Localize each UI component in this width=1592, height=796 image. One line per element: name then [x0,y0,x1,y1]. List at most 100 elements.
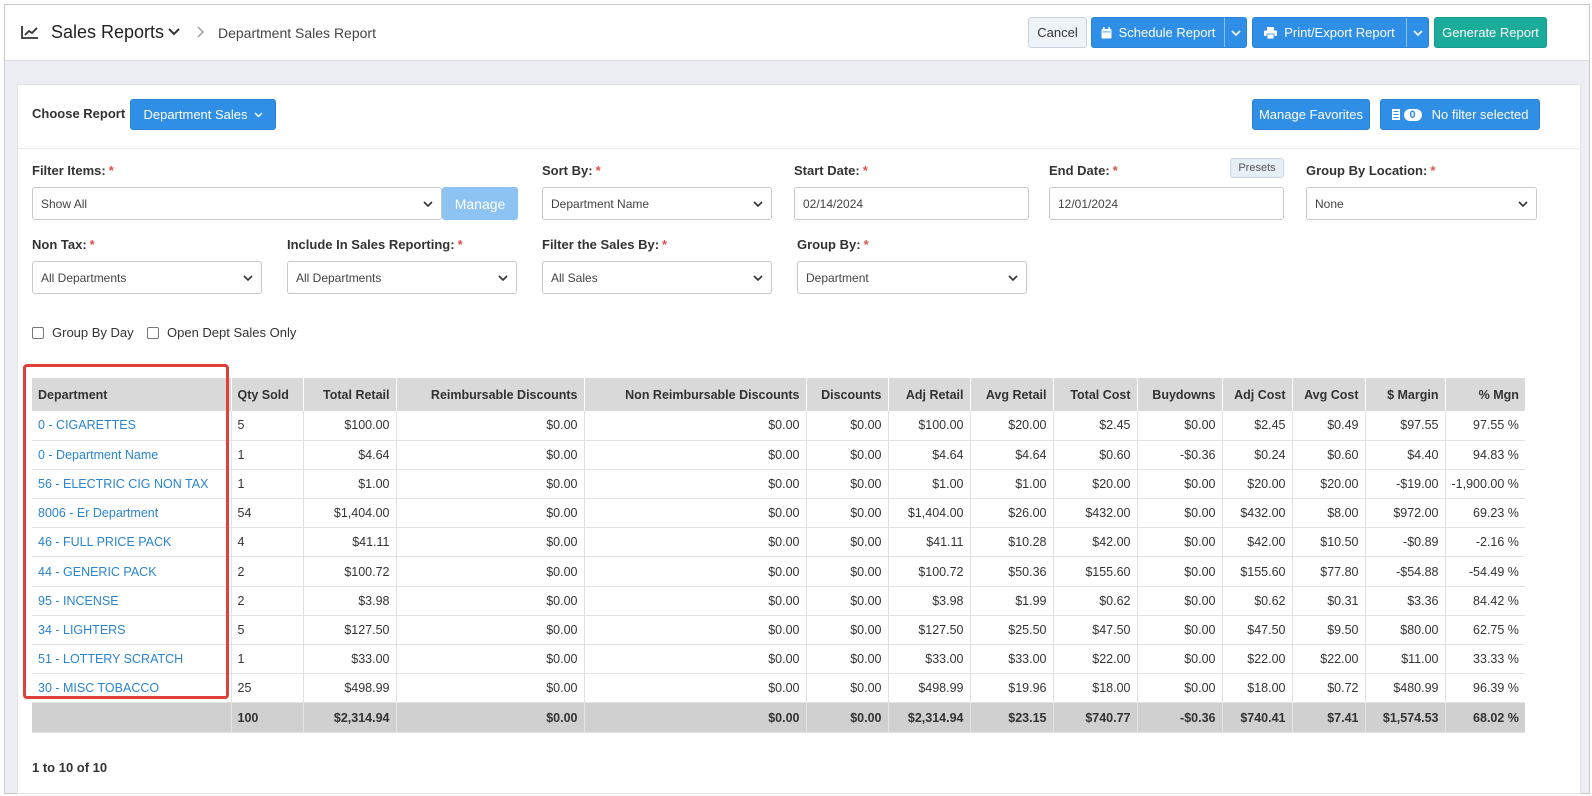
table-cell: $22.00 [1221,644,1292,675]
column-header[interactable]: Adj Cost [1221,378,1292,411]
checkbox-box[interactable] [32,326,44,339]
column-header[interactable]: % Mgn [1444,378,1525,411]
group-by-location-select[interactable]: None [1306,187,1537,220]
table-cell: $1.00 [887,469,970,500]
report-type-dropdown[interactable]: Department Sales [130,99,276,130]
table-cell: 2 [230,586,303,616]
chevron-right-icon [197,26,204,38]
sort-by-value: Department Name [551,196,650,211]
start-date-label: Start Date: * [794,163,868,178]
open-dept-only-checkbox[interactable]: Open Dept Sales Only [147,325,296,340]
table-cell: -$0.36 [1136,440,1222,470]
table-cell: $1,404.00 [302,498,396,529]
department-link[interactable]: 44 - GENERIC PACK [32,556,231,587]
department-sales-table: Department Qty Sold Total Retail Reimbur… [32,378,1525,734]
column-header[interactable]: Non Reimbursable Discounts [583,378,806,411]
sort-by-select[interactable]: Department Name [542,187,772,220]
department-link[interactable]: 30 - MISC TOBACCO [32,673,231,704]
department-link[interactable]: 0 - CIGARETTES [32,411,231,441]
cancel-button-label: Cancel [1037,25,1078,40]
table-cell: $3.36 [1364,586,1445,616]
group-by-value: Department [806,270,869,285]
table-cell: $0.00 [583,469,806,500]
generate-report-label: Generate Report [1442,25,1539,40]
filter-status-button[interactable]: 0 No filter selected [1380,99,1540,130]
department-link[interactable]: 51 - LOTTERY SCRATCH [32,644,231,675]
column-header[interactable]: Qty Sold [230,378,303,411]
presets-button[interactable]: Presets [1230,158,1284,178]
department-link[interactable]: 0 - Department Name [32,440,231,470]
chevron-down-icon [1518,201,1528,208]
column-header[interactable]: Total Retail [302,378,396,411]
report-panel: Choose Report Department Sales Manage Fa… [17,84,1581,794]
table-cell: $0.00 [395,556,584,587]
table-cell: $0.00 [583,440,806,470]
table-cell: $100.00 [887,411,970,441]
column-header[interactable]: Total Cost [1052,378,1137,411]
total-cell: $0.00 [805,702,888,734]
column-header[interactable]: Buydowns [1136,378,1222,411]
table-cell: $0.00 [1136,411,1222,441]
total-cell: $740.77 [1052,702,1137,734]
total-cell: $2,314.94 [887,702,970,734]
filter-items-select[interactable]: Show All [32,187,442,220]
column-header[interactable]: $ Margin [1364,378,1445,411]
column-header[interactable]: Avg Cost [1291,378,1365,411]
table-cell: $0.00 [395,644,584,675]
table-row: 0 - Department Name 1 $4.64 $0.00 $0.00 $0.00… [32,440,1525,470]
table-cell: -1,900.00 % [1444,469,1525,500]
column-header[interactable]: Reimbursable Discounts [395,378,584,411]
table-cell: $0.00 [805,673,888,704]
end-date-input[interactable]: 12/01/2024 [1049,187,1284,220]
chevron-down-icon [753,275,763,282]
department-link[interactable]: 46 - FULL PRICE PACK [32,527,231,558]
table-cell: $0.00 [395,527,584,558]
table-cell: $0.00 [1136,644,1222,675]
group-by-select[interactable]: Department [797,261,1027,294]
department-link[interactable]: 34 - LIGHTERS [32,615,231,646]
table-cell: $498.99 [302,673,396,704]
non-tax-select[interactable]: All Departments [32,261,262,294]
print-export-button[interactable]: Print/Export Report [1252,17,1429,48]
column-header[interactable]: Avg Retail [969,378,1053,411]
include-in-sales-select[interactable]: All Departments [287,261,517,294]
table-cell: $498.99 [887,673,970,704]
manage-favorites-button[interactable]: Manage Favorites [1252,99,1370,130]
table-cell: $972.00 [1364,498,1445,529]
department-link[interactable]: 95 - INCENSE [32,586,231,616]
chevron-down-icon [498,275,508,282]
group-by-day-checkbox[interactable]: Group By Day [32,325,134,340]
department-link[interactable]: 8006 - Er Department [32,498,231,529]
chevron-down-icon [254,112,263,118]
table-cell: $25.50 [969,615,1053,646]
column-header[interactable]: Department [32,378,231,411]
generate-report-button[interactable]: Generate Report [1434,17,1547,48]
schedule-report-button[interactable]: Schedule Report [1091,17,1247,48]
start-date-input[interactable]: 02/14/2024 [794,187,1029,220]
table-row: 8006 - Er Department 54 $1,404.00 $0.00 $0.0… [32,498,1525,529]
column-header[interactable]: Discounts [805,378,888,411]
table-cell: $0.00 [583,644,806,675]
column-header[interactable]: Adj Retail [887,378,970,411]
open-dept-only-label: Open Dept Sales Only [167,325,297,340]
table-cell: 1 [230,440,303,470]
filter-sales-by-select[interactable]: All Sales [542,261,772,294]
printer-icon [1264,26,1278,39]
schedule-dropdown-toggle[interactable] [1224,18,1246,47]
table-cell: -2.16 % [1444,527,1525,558]
table-cell: $0.00 [1136,469,1222,500]
print-dropdown-toggle[interactable] [1406,18,1428,47]
table-row: 51 - LOTTERY SCRATCH 1 $33.00 $0.00 $0.00 $0.… [32,644,1525,675]
checkbox-box[interactable] [147,326,159,339]
table-cell: $0.62 [1221,586,1292,616]
table-cell: $0.00 [583,673,806,704]
table-cell: $0.00 [1136,673,1222,704]
department-link[interactable]: 56 - ELECTRIC CIG NON TAX [32,469,231,500]
table-cell: 84.42 % [1444,586,1525,616]
table-cell: $4.64 [887,440,970,470]
cancel-button[interactable]: Cancel [1028,17,1087,48]
table-cell: $0.62 [1052,586,1137,616]
table-cell: $0.00 [583,556,806,587]
manage-filter-button[interactable]: Manage [442,187,518,220]
chevron-down-icon[interactable] [167,25,181,39]
